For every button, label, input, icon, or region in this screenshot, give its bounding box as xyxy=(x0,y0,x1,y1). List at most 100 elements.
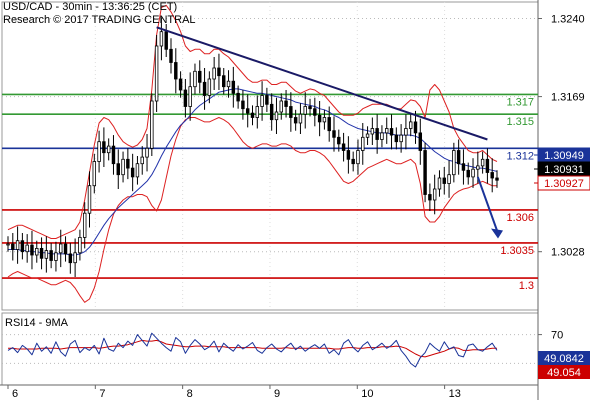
candle-body xyxy=(317,114,322,123)
candle-body xyxy=(490,172,494,179)
candle-body xyxy=(116,163,120,176)
candle-body xyxy=(44,250,49,259)
candle-body xyxy=(92,161,97,187)
candle-body xyxy=(365,133,370,138)
candle-body xyxy=(385,128,389,134)
price-tick-label: 1.3240 xyxy=(551,14,585,26)
rsi-value-box xyxy=(538,365,590,379)
time-tick-label: 13 xyxy=(449,388,461,400)
candle-body xyxy=(428,194,432,201)
candle-body xyxy=(183,89,188,107)
candle-body xyxy=(59,243,63,254)
candle-body xyxy=(198,70,202,83)
candle-body xyxy=(68,253,73,264)
candle-body xyxy=(87,185,92,214)
rsi-title: RSI14 - 9MA xyxy=(5,317,69,329)
candle-body xyxy=(442,177,446,184)
candle-body xyxy=(437,177,442,190)
candle-body xyxy=(394,134,399,143)
level-label: 1.317 xyxy=(506,96,534,108)
candle-body xyxy=(6,243,10,246)
candle-body xyxy=(279,100,283,113)
candle-body xyxy=(126,158,130,169)
forecast-arrow-shaft xyxy=(476,176,498,231)
candle-body xyxy=(82,212,87,238)
candle-body xyxy=(476,165,480,170)
candle-body xyxy=(222,75,226,88)
candle-body xyxy=(341,143,346,151)
candle-body xyxy=(495,177,499,181)
candle-body xyxy=(63,243,68,255)
rsi-tick-label: 70 xyxy=(551,330,563,342)
candle-body xyxy=(313,108,317,116)
time-tick-label: 6 xyxy=(12,388,18,400)
candle-body xyxy=(456,150,461,165)
candle-body xyxy=(241,100,245,110)
price-label-box xyxy=(537,175,590,191)
time-tick-label: 7 xyxy=(99,388,105,400)
candle-body xyxy=(293,117,298,124)
candle-body xyxy=(39,247,44,259)
candle-body xyxy=(250,112,255,118)
time-tick-label: 10 xyxy=(361,388,373,400)
candle-body xyxy=(413,121,418,134)
candle-body xyxy=(30,244,34,256)
candle-body xyxy=(226,80,231,88)
candle-body xyxy=(289,106,293,118)
candle-body xyxy=(447,174,451,184)
candle-body xyxy=(135,163,140,178)
candle-body xyxy=(322,117,327,123)
candle-body xyxy=(284,100,288,107)
candle-body xyxy=(106,145,111,154)
candle-body xyxy=(265,95,269,105)
candle-body xyxy=(236,92,240,102)
candle-body xyxy=(418,132,423,151)
candle-body xyxy=(20,240,25,253)
chart-header-line2: Research © 2017 TRADING CENTRAL xyxy=(3,14,196,26)
candle-body xyxy=(356,150,360,165)
candle-body xyxy=(332,130,336,138)
candle-body xyxy=(399,134,403,143)
price-label-text: 1.30949 xyxy=(544,150,584,162)
candle-body xyxy=(174,62,178,80)
candle-body xyxy=(212,67,216,80)
candle-body xyxy=(346,150,351,160)
level-label: 1.306 xyxy=(506,212,534,224)
candle-body xyxy=(327,117,331,132)
candle-body xyxy=(255,106,260,118)
candle-body xyxy=(337,136,341,145)
candle-body xyxy=(193,70,197,88)
candle-body xyxy=(49,250,53,261)
candle-body xyxy=(159,31,164,47)
candle-body xyxy=(404,128,408,136)
candle-body xyxy=(423,150,427,195)
candle-body xyxy=(202,81,207,96)
candle-body xyxy=(375,128,379,140)
candle-body xyxy=(102,141,106,154)
candle-body xyxy=(485,158,490,173)
candle-body xyxy=(370,128,375,135)
candle-body xyxy=(169,48,173,63)
candle-body xyxy=(471,168,475,178)
level-label: 1.312 xyxy=(506,150,534,162)
candle-body xyxy=(164,31,168,50)
candle-body xyxy=(231,80,236,94)
candle-body xyxy=(308,106,312,110)
candle-body xyxy=(178,78,183,91)
rsi-line xyxy=(7,332,498,368)
candle-body xyxy=(145,147,149,158)
candle-body xyxy=(432,188,437,201)
candle-body xyxy=(480,158,485,167)
chart-header-line1: USD/CAD - 30min - 13:36:25 (CET) xyxy=(3,1,178,13)
time-tick-label: 8 xyxy=(187,388,193,400)
level-label: 1.315 xyxy=(506,116,534,128)
candle-body xyxy=(408,121,413,129)
candle-body xyxy=(461,163,466,171)
candle-body xyxy=(260,95,264,107)
rsi-ma-line xyxy=(8,339,497,358)
price-label-text: 1.30927 xyxy=(544,178,584,190)
candle-body xyxy=(361,136,365,151)
time-tick-label: 9 xyxy=(274,388,280,400)
